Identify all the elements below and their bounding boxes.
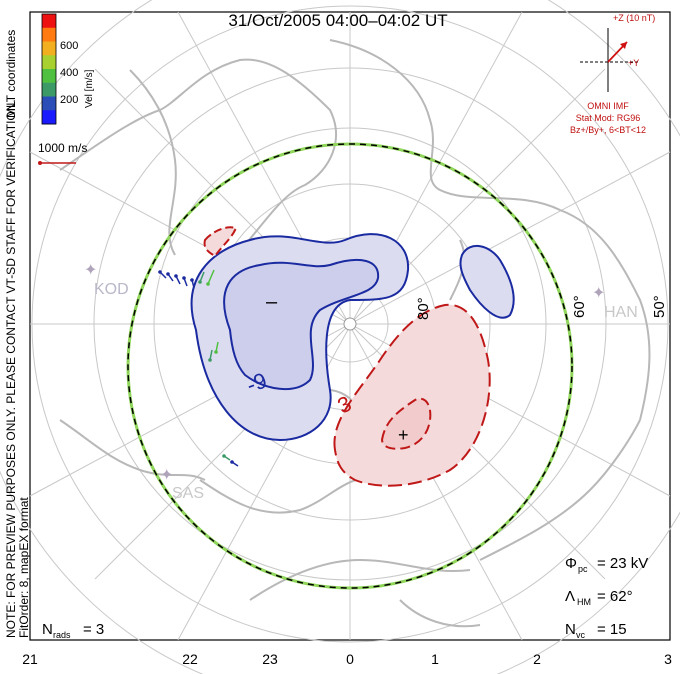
mlt-axis: 21 22 23 0 1 2 3 <box>22 651 672 667</box>
mlt-tick-21: 21 <box>22 651 38 667</box>
stat-nvc-sub: vc <box>576 630 586 640</box>
stat-nvc-value: = 15 <box>597 621 627 638</box>
negative-cell-inner <box>223 258 380 391</box>
map-title: 31/Oct/2005 04:00–04:02 UT <box>228 11 447 30</box>
stat-phi-symbol: Φ <box>565 555 577 572</box>
negative-cell-small <box>459 245 515 319</box>
imf-y-label: +Y <box>628 58 639 68</box>
colorbar-segment <box>42 96 56 111</box>
positive-cell-small <box>203 226 238 258</box>
pole-marker <box>343 317 357 331</box>
colorbar-label: Vel [m/s] <box>84 69 95 108</box>
vector-scale-label: 1000 m/s <box>38 141 87 155</box>
lat-80-label: 80° <box>415 297 432 320</box>
negative-extreme-marker: – <box>266 291 278 313</box>
stat-nrads: N rads = 3 <box>42 621 104 640</box>
stat-nrads-sub: rads <box>53 630 71 640</box>
station-sas-marker: ✦ <box>160 467 173 484</box>
mlt-tick-3: 3 <box>664 651 672 667</box>
positive-cell-inner <box>380 397 432 450</box>
imf-condition: Bz+/By+, 6<BT<12 <box>570 125 646 135</box>
stat-phi: Φ pc = 23 kV <box>565 555 648 574</box>
station-kod-marker: ✦ <box>84 262 97 279</box>
colorbar-segment <box>42 14 56 29</box>
station-sas-label: SAS <box>172 485 204 502</box>
stat-phi-value: = 23 kV <box>597 555 648 572</box>
colorbar-tick-200: 200 <box>60 94 78 106</box>
colorbar-segment <box>42 69 56 84</box>
stat-lambda-sub: HM <box>577 597 591 607</box>
coordinates-label: MLT coordinates <box>4 30 18 118</box>
preview-note: NOTE: FOR PREVIEW PURPOSES ONLY. PLEASE … <box>4 99 18 638</box>
mlt-tick-1: 1 <box>431 651 439 667</box>
colorbar-segment <box>42 82 56 97</box>
imf-source: OMNI IMF <box>587 101 629 111</box>
imf-z-label: +Z (10 nT) <box>613 13 655 23</box>
lat-60-label: 60° <box>571 295 588 318</box>
station-han-marker: ✦ <box>592 285 605 302</box>
stat-lambda-value: = 62° <box>597 588 633 605</box>
velocity-vectors <box>158 269 239 467</box>
colorbar-segment <box>42 41 56 56</box>
stat-nrads-symbol: N <box>42 621 53 638</box>
stat-lambda-symbol: Λ <box>565 588 575 605</box>
stat-nrads-value: = 3 <box>83 621 104 638</box>
stat-lambda: Λ HM = 62° <box>565 588 633 607</box>
colorbar-segment <box>42 27 56 42</box>
colorbar-border <box>41 13 57 125</box>
stat-nvc-symbol: N <box>565 621 576 638</box>
imf-clock <box>580 28 640 92</box>
stat-phi-sub: pc <box>578 564 588 574</box>
colorbar-segment <box>42 55 56 70</box>
lat-50-label: 50° <box>651 295 668 318</box>
mlt-tick-2: 2 <box>533 651 541 667</box>
positive-cell-outer <box>333 303 491 487</box>
station-han-label: HAN <box>604 304 638 321</box>
velocity-colorbar <box>41 13 57 125</box>
colorbar-tick-600: 600 <box>60 40 78 52</box>
mlt-tick-0: 0 <box>346 651 354 667</box>
stat-nvc: N vc = 15 <box>565 621 627 640</box>
radar-stations: ✦ KOD ✦ HAN ✦ SAS <box>84 262 638 502</box>
colorbar-tick-400: 400 <box>60 67 78 79</box>
station-kod-label: KOD <box>94 281 129 298</box>
hm-boundary <box>127 143 573 589</box>
imf-model: Stat Mod: RG96 <box>576 113 641 123</box>
fit-order-note: FitOrder: 8, mapEX format <box>17 497 31 638</box>
colorbar-segment <box>42 110 56 125</box>
mlt-tick-23: 23 <box>262 651 278 667</box>
positive-extreme-marker: + <box>398 425 409 445</box>
mlt-tick-22: 22 <box>182 651 198 667</box>
